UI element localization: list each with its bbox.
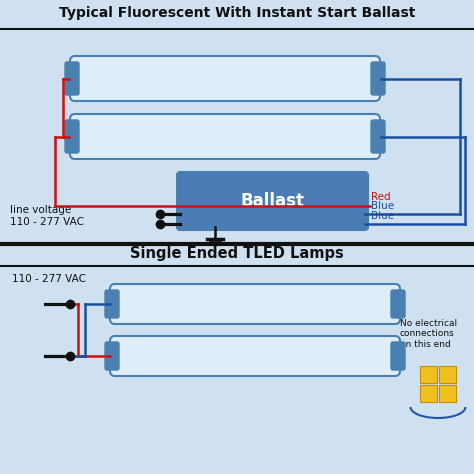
FancyBboxPatch shape <box>391 290 405 318</box>
Text: Blue: Blue <box>371 211 394 221</box>
Text: Blue: Blue <box>371 201 394 211</box>
Bar <box>420 385 437 402</box>
Text: Single Ended TLED Lamps: Single Ended TLED Lamps <box>130 246 344 261</box>
FancyBboxPatch shape <box>110 284 400 324</box>
Text: 110 - 277 VAC: 110 - 277 VAC <box>12 274 86 284</box>
Text: Typical Fluorescent With Instant Start Ballast: Typical Fluorescent With Instant Start B… <box>59 6 415 20</box>
Text: Ballast: Ballast <box>240 192 304 210</box>
Text: No electrical
connections
on this end: No electrical connections on this end <box>400 319 457 349</box>
FancyBboxPatch shape <box>391 342 405 370</box>
Bar <box>420 366 437 383</box>
FancyBboxPatch shape <box>177 172 368 230</box>
Text: Red: Red <box>371 192 391 202</box>
Text: line voltage
110 - 277 VAC: line voltage 110 - 277 VAC <box>10 205 84 227</box>
FancyBboxPatch shape <box>65 62 79 95</box>
FancyBboxPatch shape <box>371 62 385 95</box>
FancyBboxPatch shape <box>65 120 79 153</box>
FancyBboxPatch shape <box>70 114 380 159</box>
FancyBboxPatch shape <box>70 56 380 101</box>
FancyBboxPatch shape <box>105 290 119 318</box>
FancyBboxPatch shape <box>110 336 400 376</box>
Bar <box>439 385 456 402</box>
FancyBboxPatch shape <box>105 342 119 370</box>
Bar <box>439 366 456 383</box>
FancyBboxPatch shape <box>371 120 385 153</box>
